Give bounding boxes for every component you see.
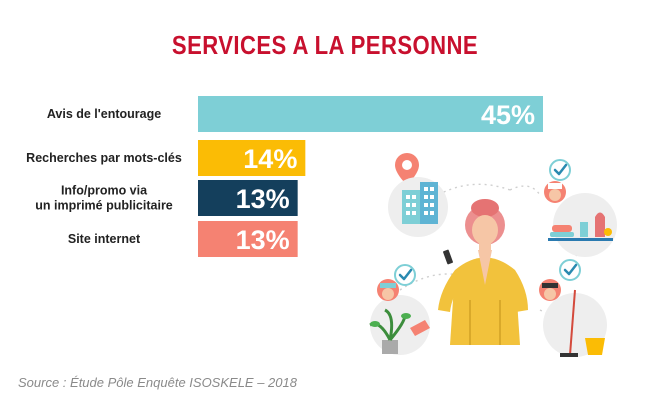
cleaner-icon	[539, 279, 607, 357]
source-note: Source : Étude Pôle Enquête ISOSKELE – 2…	[18, 375, 297, 390]
chart-title: SERVICES A LA PERSONNE	[171, 30, 479, 60]
value-label-2: 14%	[243, 144, 297, 174]
building-icon	[388, 177, 448, 237]
gardener-icon	[369, 279, 430, 355]
category-label-1: Avis de l'entourage	[47, 107, 161, 121]
category-label-4: Site internet	[68, 232, 141, 246]
category-label-3-line-1: Info/promo via	[61, 184, 148, 198]
woman-with-phone-icon	[438, 199, 528, 345]
category-label-3-line-2: un imprimé publicitaire	[35, 199, 173, 213]
services-illustration	[369, 153, 617, 357]
bar-2	[198, 140, 306, 176]
value-label-3: 13%	[236, 184, 290, 214]
bar-3	[198, 180, 298, 216]
value-label-4: 13%	[236, 225, 290, 255]
bar-1	[198, 96, 543, 132]
bar-4	[198, 221, 298, 257]
category-label-2: Recherches par mots-clés	[26, 151, 182, 165]
location-pin-icon	[395, 153, 419, 185]
chef-icon	[544, 181, 617, 257]
value-label-1: 45%	[481, 100, 535, 130]
